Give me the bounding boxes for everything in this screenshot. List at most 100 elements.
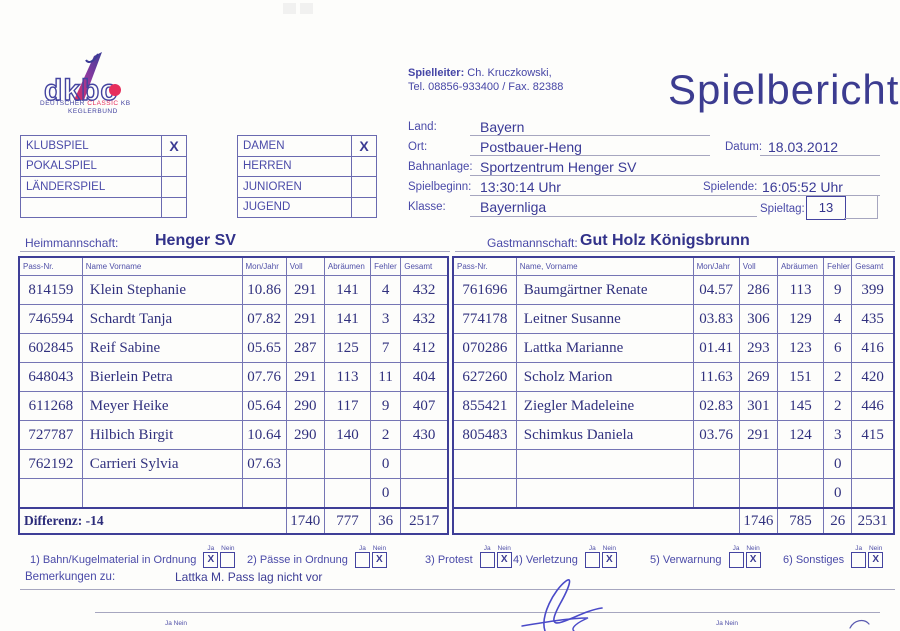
column-header: Pass-Nr. [452,256,517,276]
remarks-label: Bemerkungen zu: [25,571,116,583]
table-row: 627260 Scholz Marion 11.63 269 151 2 420 [452,362,895,392]
table-row [20,196,187,218]
table-cell: 2 [823,362,853,392]
table-row: 0 [18,478,449,509]
table-cell: 301 [738,391,778,421]
table-cell: 432 [400,304,449,334]
total-abraeumen: 777 [323,507,372,535]
checkbox-nein: X [601,552,617,568]
table-cell: 117 [323,391,372,421]
home-team-label: Heimmannschaft: [25,236,119,250]
checklist-label: 2) Pässe in Ordnung [247,554,348,566]
land-label: Land: [408,121,437,133]
table-cell: 3 [370,304,402,334]
table-cell: 113 [323,362,372,392]
nein-label: Nein [372,545,387,552]
table-cell [323,478,372,509]
table-cell: KLUBSPIEL [20,135,162,157]
table-cell: 07.63 [241,449,287,479]
table-cell: 290 [285,391,325,421]
table-cell [452,478,517,509]
table-cell: 140 [323,420,372,450]
totals-row: 1746 785 26 2531 [452,507,895,535]
table-cell: Hilbich Birgit [81,420,243,450]
checkbox-ja [851,552,867,568]
table-cell: 11 [370,362,402,392]
table-cell: 430 [400,420,449,450]
column-header: Gesamt [400,256,449,276]
table-cell: 432 [400,275,449,305]
table-cell [400,478,449,509]
checklist-item-sonstiges: 6) Sonstiges Ja Nein X [783,545,884,568]
table-cell [400,449,449,479]
table-cell: 399 [851,275,895,305]
checkbox-ja [728,552,744,568]
table-cell: Schimkus Daniela [515,420,694,450]
table-cell: 404 [400,362,449,392]
table-cell [18,478,83,509]
table-cell [692,449,740,479]
table-cell: Baumgärtner Renate [515,275,694,305]
total-fehler: 26 [823,507,853,535]
table-row: LÄNDERSPIEL [20,176,187,198]
table-cell: 627260 [452,362,517,392]
table-cell [851,449,895,479]
spielende-label: Spielende: [703,181,758,193]
table-row: 762192 Carrieri Sylvia 07.63 0 [18,449,449,479]
table-cell: 07.76 [241,362,287,392]
table-cell: 0 [370,478,402,509]
table-row: 0 [452,478,895,509]
ja-nein-label-right: Ja Nein [716,620,739,627]
table-row: 855421 Ziegler Madeleine 02.83 301 145 2 446 [452,391,895,421]
table-cell [161,155,187,177]
logo-subtext-1c: KB [118,100,131,107]
table-cell: 415 [851,420,895,450]
table-cell: 286 [738,275,778,305]
ja-label: Ja [732,545,740,552]
ja-nein-label-left: Ja Nein [165,620,188,627]
checkbox-nein: X [745,552,761,568]
table-cell: 291 [285,275,325,305]
table-cell: 269 [738,362,778,392]
table-cell: 0 [823,449,853,479]
land-value: Bayern [480,119,525,135]
table-cell [285,449,325,479]
differenz-label: Differenz: -14 [18,507,287,535]
table-cell: 7 [370,333,402,363]
table-cell [738,478,778,509]
table-cell: 435 [851,304,895,334]
column-header: Voll [285,256,325,276]
ort-label: Ort: [408,141,428,153]
checklist-item-verwarnung: 5) Verwarnung Ja Nein X [650,545,761,568]
column-header: Gesamt [851,256,895,276]
spielbeginn-value: 13:30:14 Uhr [480,179,561,195]
table-cell [81,478,243,509]
table-cell [515,478,694,509]
guest-score-table: Pass-Nr. Name, Vorname Mon/Jahr Voll Abräume… [452,256,895,535]
table-cell: 129 [776,304,825,334]
table-cell [776,449,825,479]
table-cell [452,449,517,479]
table-cell [351,155,377,177]
checkbox-ja [354,552,370,568]
checklist-label: 3) Protest [425,554,473,566]
checkbox-nein: X [868,552,884,568]
table-cell: Bierlein Petra [81,362,243,392]
table-cell: 04.57 [692,275,740,305]
table-cell: 141 [323,304,372,334]
table-cell: 151 [776,362,825,392]
table-row: 746594 Schardt Tanja 07.82 291 141 3 432 [18,304,449,334]
column-header: Name Vorname [81,256,243,276]
logo-stripe [74,52,102,100]
bahnanlage-label: Bahnanlage: [408,161,473,173]
table-cell: 774178 [452,304,517,334]
column-header: Voll [738,256,778,276]
table-cell: 3 [823,420,853,450]
table-cell: Reif Sabine [81,333,243,363]
klasse-label: Klasse: [408,201,446,213]
table-cell [285,478,325,509]
table-cell: 290 [285,420,325,450]
table-cell: Ziegler Madeleine [515,391,694,421]
guest-team-label: Gastmannschaft: [487,236,578,250]
table-cell: Klein Stephanie [81,275,243,305]
